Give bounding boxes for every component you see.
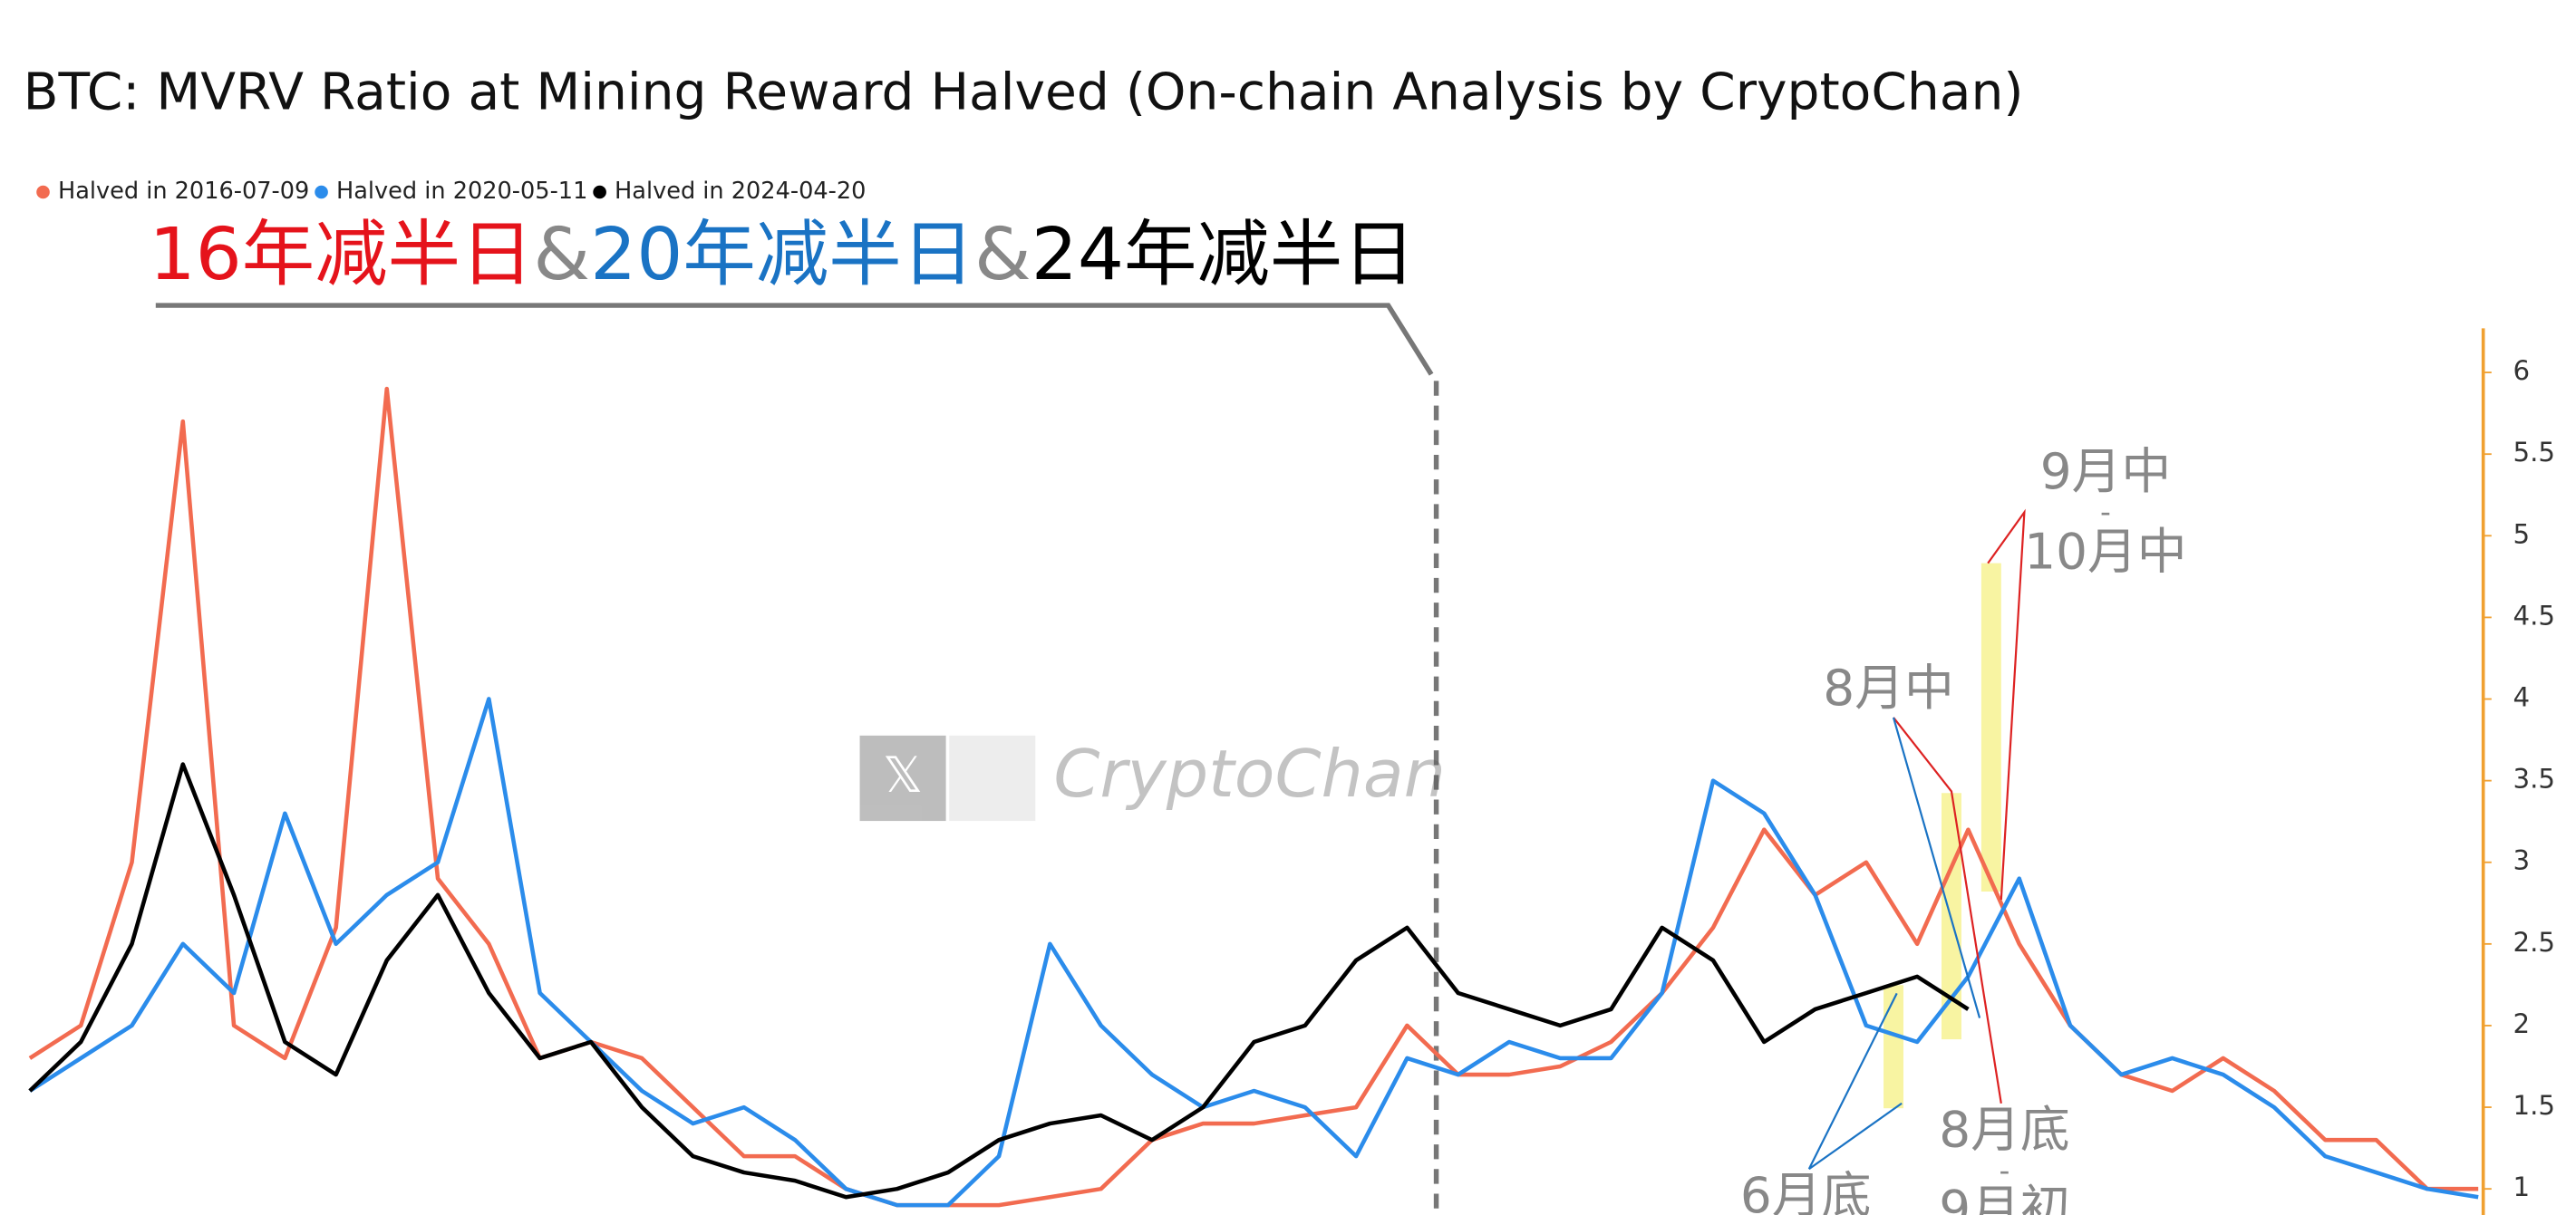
headline-part: & (533, 213, 590, 297)
y-tick-label: 5 (2513, 518, 2531, 549)
annotation: 8月底 (1939, 1101, 2070, 1159)
series-line (28, 762, 1970, 1200)
y-tick-label: 1 (2513, 1172, 2531, 1202)
y-tick-label: 2 (2513, 1008, 2531, 1039)
y-tick-label: 3 (2513, 845, 2531, 876)
annotation: 9月初 (1939, 1180, 2070, 1215)
chart-title: BTC: MVRV Ratio at Mining Reward Halved … (24, 63, 2024, 122)
y-tick-label: 4.5 (2513, 600, 2555, 631)
watermark-logo (859, 735, 946, 822)
lines (28, 386, 2479, 1208)
leader-lines (1807, 508, 2026, 1171)
annotation: 10月中 (2024, 523, 2186, 581)
headline-part: 16年减半日 (149, 213, 533, 297)
leader-line (1892, 717, 1981, 1018)
headline-underline (155, 303, 1434, 376)
highlight (1980, 563, 2001, 892)
legend-label: Halved in 2016-07-09 (58, 178, 309, 205)
highlight (1884, 985, 1903, 1109)
annotation: 9月中 (2040, 442, 2172, 500)
watermark-text: CryptoChan (1053, 736, 1446, 813)
legend-label: Halved in 2020-05-11 (336, 178, 587, 205)
series-line (28, 697, 2479, 1208)
legend-swatch (36, 185, 50, 199)
watermark-group: 𝕏 CryptoChan (859, 735, 1446, 822)
leader-line (1893, 717, 2002, 1104)
headline-part: 24年减半日 (1031, 213, 1416, 297)
y-tick-label: 2.5 (2513, 927, 2555, 958)
y-tick-label: 6 (2513, 355, 2531, 386)
watermark-x: 𝕏 (883, 746, 923, 804)
legend: Halved in 2016-07-09 Halved in 2020-05-11… (36, 178, 866, 205)
headline-part: & (974, 213, 1031, 297)
y-tick-label: 1.5 (2513, 1090, 2555, 1121)
annotation: 6月底 (1740, 1166, 1872, 1215)
leader-line (1808, 1102, 1903, 1171)
highlights (1884, 563, 2001, 1109)
y-tick-label: 4 (2513, 682, 2531, 713)
watermark-avatar (949, 735, 1036, 822)
annotations: 9月中 - 10月中 8月中 8月底 - 9月初 6月底 (1740, 442, 2187, 1215)
annotation: - (2000, 1153, 2010, 1188)
leader-line (1987, 508, 2026, 901)
legend-swatch (315, 185, 328, 199)
annotation: - (2100, 495, 2111, 529)
headline-part: 20年减半日 (590, 213, 974, 297)
leader-line (1807, 992, 1898, 1170)
annotation: 8月中 (1823, 659, 1954, 717)
legend-swatch (593, 185, 606, 199)
headline: 16年减半日&20年减半日&24年减半日 (149, 213, 1415, 297)
legend-label: Halved in 2024-04-20 (615, 178, 866, 205)
y-tick-label: 5.5 (2513, 437, 2555, 468)
y-tick-label: 3.5 (2513, 764, 2555, 795)
